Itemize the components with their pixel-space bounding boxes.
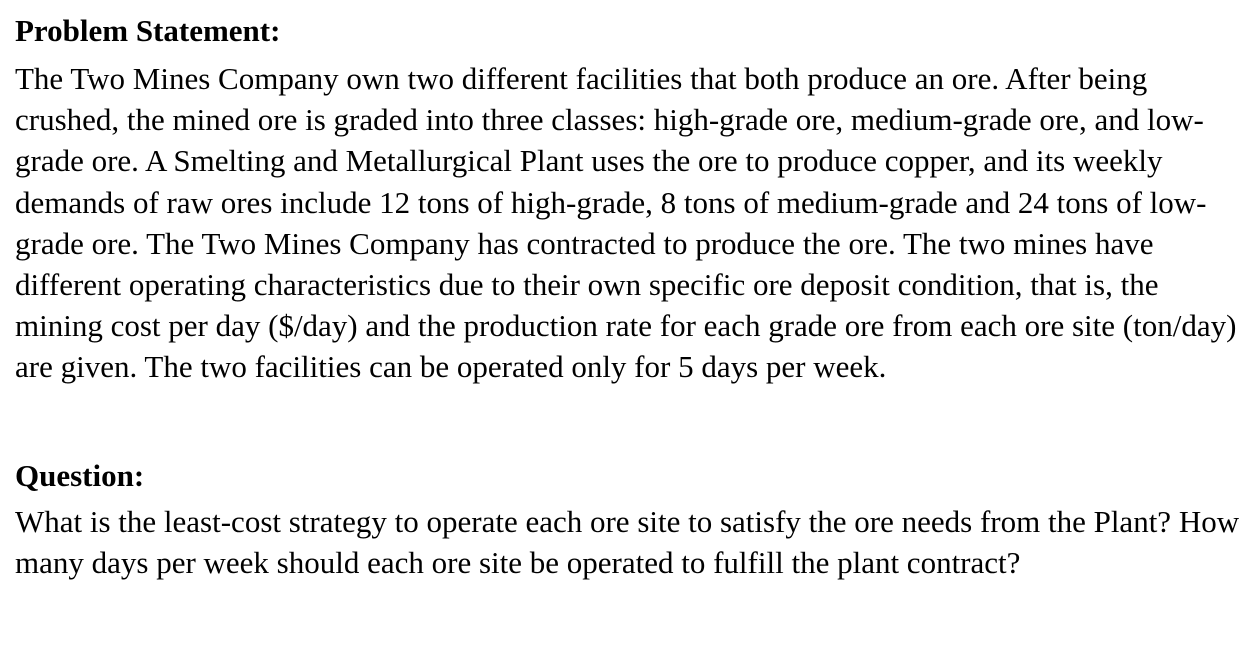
document-page: Problem Statement: The Two Mines Company… bbox=[15, 0, 1240, 583]
problem-statement-text: The Two Mines Company own two different … bbox=[15, 61, 1237, 385]
question-heading: Question: bbox=[15, 457, 145, 493]
problem-statement-heading: Problem Statement: bbox=[15, 13, 281, 48]
question-text: What is the least-cost strategy to opera… bbox=[15, 503, 1240, 580]
